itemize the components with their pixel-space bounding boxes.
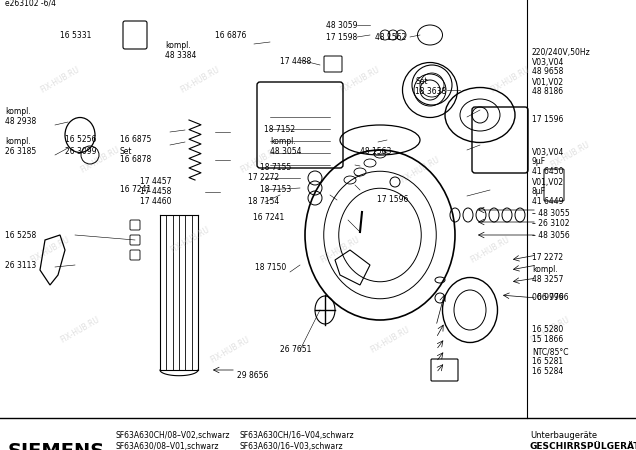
Text: FIX-HUB.RU: FIX-HUB.RU	[238, 145, 281, 175]
Text: V01,V02: V01,V02	[532, 177, 564, 186]
Text: 48 9658: 48 9658	[532, 68, 563, 76]
Text: 16 5280: 16 5280	[532, 325, 563, 334]
Text: FIX-HUB.RU: FIX-HUB.RU	[179, 65, 221, 95]
Text: 06 9796: 06 9796	[537, 293, 569, 302]
Text: SF63A630CH/08–V02,schwarz: SF63A630CH/08–V02,schwarz	[115, 431, 230, 440]
Text: Set: Set	[120, 148, 132, 157]
Text: FIX-HUB.RU: FIX-HUB.RU	[369, 325, 411, 355]
Text: 17 2272: 17 2272	[532, 252, 563, 261]
Text: 16 6876: 16 6876	[215, 31, 246, 40]
Text: – 48 3055: – 48 3055	[532, 208, 570, 217]
Text: 9μF: 9μF	[532, 158, 546, 166]
Text: e263102 -6/4: e263102 -6/4	[5, 0, 56, 8]
Text: FIX-HUB.RU: FIX-HUB.RU	[469, 235, 511, 265]
Text: V03,V04: V03,V04	[532, 148, 564, 157]
Text: 16 5281: 16 5281	[532, 357, 563, 366]
Text: 16 5331: 16 5331	[60, 31, 92, 40]
Text: 48 1563: 48 1563	[360, 148, 391, 157]
Text: 18 3638: 18 3638	[415, 87, 446, 96]
Text: kompl.: kompl.	[270, 138, 296, 147]
Text: 18 7153: 18 7153	[260, 185, 291, 194]
Text: 18 7155: 18 7155	[260, 162, 291, 171]
Text: SF63A630/08–V01,schwarz: SF63A630/08–V01,schwarz	[115, 442, 219, 450]
Text: 17 4457: 17 4457	[140, 177, 172, 186]
Text: V01,V02: V01,V02	[532, 77, 564, 86]
Text: 17 4488: 17 4488	[280, 58, 311, 67]
Text: kompl.: kompl.	[165, 40, 191, 50]
Text: V03,V04: V03,V04	[532, 58, 564, 67]
Text: – 26 3102: – 26 3102	[532, 220, 569, 229]
Text: 16 7241: 16 7241	[120, 185, 151, 194]
Text: 15 1866: 15 1866	[532, 336, 563, 345]
Text: 16 7241: 16 7241	[253, 212, 284, 221]
Text: 48 1562: 48 1562	[375, 32, 406, 41]
Text: 29 8656: 29 8656	[237, 370, 268, 379]
Text: 8μF: 8μF	[532, 188, 546, 197]
Text: 220/240V,50Hz: 220/240V,50Hz	[532, 48, 591, 57]
Text: 48 3384: 48 3384	[165, 50, 197, 59]
Text: 48 3257: 48 3257	[532, 275, 563, 284]
Text: FIX-HUB.RU: FIX-HUB.RU	[209, 335, 251, 365]
Text: 16 6875: 16 6875	[120, 135, 151, 144]
Text: 18 7154: 18 7154	[248, 198, 279, 207]
Text: FIX-HUB.RU: FIX-HUB.RU	[339, 65, 381, 95]
Text: 18 7150: 18 7150	[255, 262, 286, 271]
Text: Unterbaugeräte: Unterbaugeräte	[530, 431, 597, 440]
Text: FIX-HUB.RU: FIX-HUB.RU	[399, 155, 441, 185]
Text: FIX-HUB.RU: FIX-HUB.RU	[169, 225, 211, 255]
Text: 48 3059: 48 3059	[326, 21, 357, 30]
Text: FIX-HUB.RU: FIX-HUB.RU	[39, 65, 81, 95]
Text: 26 3185: 26 3185	[5, 148, 36, 157]
Text: 26 3099: 26 3099	[65, 148, 97, 157]
Text: 26 3113: 26 3113	[5, 261, 36, 270]
Text: 41 6450: 41 6450	[532, 167, 563, 176]
Text: GESCHIRRSPÜLGERÄTE: GESCHIRRSPÜLGERÄTE	[530, 442, 636, 450]
Text: 06 9796: 06 9796	[532, 293, 563, 302]
Text: kompl.: kompl.	[5, 138, 31, 147]
Text: SF63A630/16–V03,schwarz: SF63A630/16–V03,schwarz	[240, 442, 343, 450]
Text: 16 6878: 16 6878	[120, 156, 151, 165]
Text: FIX-HUB.RU: FIX-HUB.RU	[79, 145, 121, 175]
Text: FIX-HUB.RU: FIX-HUB.RU	[29, 235, 71, 265]
Text: 17 1596: 17 1596	[532, 116, 563, 125]
Text: FIX-HUB.RU: FIX-HUB.RU	[529, 315, 571, 345]
Text: 26 7651: 26 7651	[280, 346, 312, 355]
Text: 17 1598: 17 1598	[326, 32, 357, 41]
Text: 16 5258: 16 5258	[5, 230, 36, 239]
Text: 17 4460: 17 4460	[140, 198, 172, 207]
Text: 16 5284: 16 5284	[532, 368, 563, 377]
Text: Set: Set	[415, 77, 427, 86]
Text: kompl.: kompl.	[5, 108, 31, 117]
Text: FIX-HUB.RU: FIX-HUB.RU	[319, 235, 361, 265]
Text: 18 7152: 18 7152	[264, 126, 295, 135]
Text: 41 6449: 41 6449	[532, 198, 563, 207]
Text: SIEMENS: SIEMENS	[8, 442, 105, 450]
Text: kompl.: kompl.	[532, 266, 558, 274]
Text: 16 5256: 16 5256	[65, 135, 97, 144]
Text: 48 2938: 48 2938	[5, 117, 36, 126]
Text: 17 1596: 17 1596	[377, 195, 408, 204]
Text: 48 3054: 48 3054	[270, 148, 301, 157]
Text: 17 2272: 17 2272	[248, 172, 279, 181]
Text: FIX-HUB.RU: FIX-HUB.RU	[488, 65, 531, 95]
Text: 48 8186: 48 8186	[532, 87, 563, 96]
Text: FIX-HUB.RU: FIX-HUB.RU	[59, 315, 101, 345]
Text: FIX-HUB.RU: FIX-HUB.RU	[549, 140, 591, 170]
Text: SF63A630CH/16–V04,schwarz: SF63A630CH/16–V04,schwarz	[240, 431, 355, 440]
Text: 17 4458: 17 4458	[140, 188, 171, 197]
Text: NTC/85°C: NTC/85°C	[532, 347, 569, 356]
Text: – 48 3056: – 48 3056	[532, 230, 570, 239]
